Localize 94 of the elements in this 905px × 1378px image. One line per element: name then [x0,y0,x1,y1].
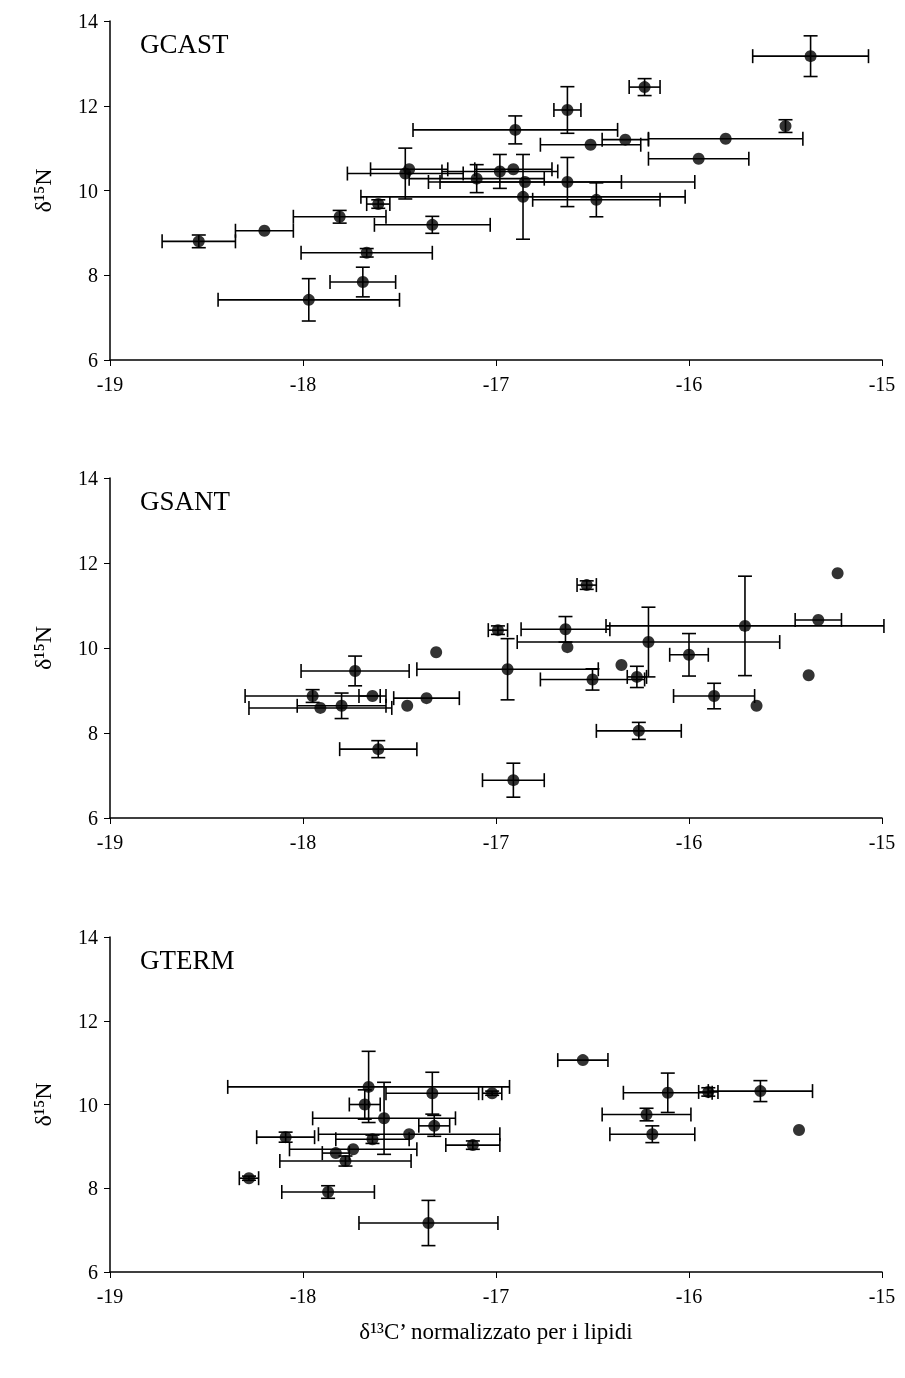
y-tick-label: 10 [78,637,98,659]
x-tick-label: -16 [675,373,703,395]
y-tick-label: 14 [78,926,98,948]
point [719,132,732,145]
point [302,293,315,306]
y-tick-label: 8 [88,264,98,287]
point [638,81,651,94]
point [517,190,530,203]
point [426,1087,439,1100]
y-tick-label: 12 [78,552,98,574]
point [619,133,632,146]
y-tick-label: 12 [78,1009,98,1032]
point [428,1119,441,1132]
x-tick-label: -15 [868,1285,896,1307]
point [518,176,531,189]
point [584,138,597,151]
point [420,692,433,705]
point [632,724,645,737]
y-tick-label: 14 [78,467,98,489]
point [335,699,348,712]
x-tick-label: -19 [96,373,124,395]
point [507,163,520,176]
y-tick-label: 14 [78,10,98,32]
x-tick-label: -17 [482,373,510,395]
y-axis-title: δ¹⁵N [30,1082,56,1127]
x-tick-label: -19 [96,1285,124,1307]
point [812,613,825,626]
x-tick-label: -16 [675,831,703,853]
point [561,176,574,189]
point [615,659,628,671]
x-tick-label: -15 [868,831,896,853]
x-tick-label: -17 [482,1285,510,1307]
point [362,1080,375,1093]
point [378,1112,391,1125]
x-tick-label: -19 [96,831,124,853]
chart-title: GCAST [140,28,230,59]
point [754,1085,767,1098]
x-tick-label: -17 [482,831,510,853]
x-tick-label: -15 [868,373,896,395]
point [561,103,574,116]
point [501,663,514,676]
point [403,163,416,176]
y-tick-label: 6 [88,349,98,371]
point [426,218,439,231]
y-tick-label: 6 [88,1261,98,1283]
point [430,646,443,659]
y-tick-label: 8 [88,722,98,744]
y-axis-title: δ¹⁵N [30,168,56,213]
y-tick-label: 10 [78,179,98,202]
point [366,690,379,703]
x-axis-title: δ¹³C’ normalizzato per i lipidi [359,1319,633,1344]
chart-title: GSANT [140,485,231,516]
point [576,1054,589,1067]
point [804,50,817,63]
point [401,699,414,712]
point [802,669,815,682]
point [258,224,271,237]
point [329,1147,342,1160]
point [692,152,705,165]
point [683,648,695,661]
point [470,172,483,185]
point [561,641,574,654]
point [750,699,763,712]
point [422,1217,435,1229]
point [708,690,721,703]
point [358,1098,371,1111]
point [493,165,506,178]
y-axis-title: δ¹⁵N [30,625,56,671]
point [507,774,520,787]
point [403,1128,416,1141]
point [349,664,362,677]
x-tick-label: -16 [675,1285,703,1307]
point [356,276,369,289]
point [586,673,599,686]
point [559,623,572,636]
point [630,670,643,683]
point [661,1086,674,1099]
y-tick-label: 8 [88,1177,98,1200]
point [372,743,385,756]
point [314,701,327,714]
point [738,619,751,632]
chart-title: GTERM [140,944,235,975]
point [590,193,603,206]
y-tick-label: 10 [78,1093,98,1116]
point [793,1124,806,1137]
point [642,636,655,649]
point [509,123,522,136]
point [347,1143,360,1156]
x-tick-label: -18 [289,831,317,853]
y-tick-label: 12 [78,94,98,117]
x-tick-label: -18 [289,373,317,395]
point [831,567,844,580]
x-tick-label: -18 [289,1285,317,1307]
y-tick-label: 6 [88,807,98,829]
